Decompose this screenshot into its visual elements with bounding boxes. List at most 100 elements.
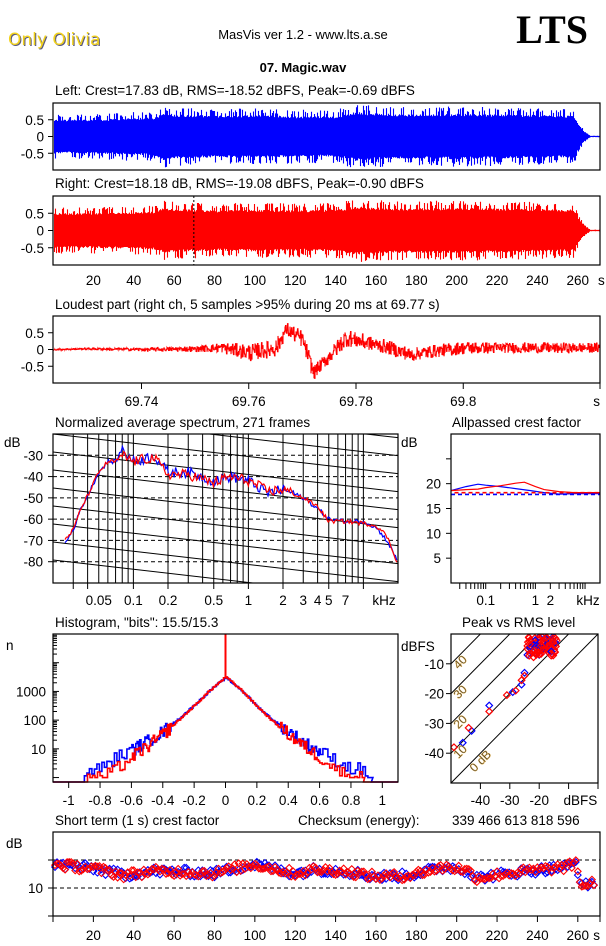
crest-point-right [472, 877, 481, 887]
crest-ytick-label: 10 [28, 881, 43, 896]
crest-diagonal-label: 40 [451, 652, 471, 672]
crest-point-right [341, 870, 350, 879]
crest-point-right [347, 864, 356, 874]
waveform-xtick-label: 200 [445, 273, 468, 288]
crest-ylabel: dB [6, 836, 23, 851]
crest-point-right [129, 866, 138, 875]
crest-point-right [97, 869, 106, 878]
histogram-xtick-label: -0.8 [88, 793, 111, 808]
crest-point-right [274, 868, 284, 877]
right-waveform-signal [53, 200, 601, 262]
crest-point-right [513, 868, 522, 877]
allpassed-ytick-label: 5 [433, 551, 441, 566]
spectrum-slope-line [53, 541, 398, 583]
waveform-xtick-label: 120 [284, 273, 307, 288]
right-waveform-ytick-label: -0.5 [21, 241, 44, 256]
crest-point-right [436, 860, 445, 870]
crest-point-right [541, 861, 550, 871]
waveform-xtick-label: 180 [405, 273, 428, 288]
peak-rms-xtick-label: -40 [471, 793, 491, 808]
spectrum-xtick-label: kHz [372, 593, 395, 608]
crest-point-left [412, 871, 421, 880]
crest-point-right [454, 861, 463, 870]
loudest-ytick-label: 0.5 [25, 326, 44, 341]
spectrum-xtick-label: 5 [325, 593, 333, 608]
crest-xtick-label: 100 [244, 928, 267, 943]
crest-point-right [198, 867, 207, 876]
spectrum-xtick-label: 0.1 [124, 593, 143, 608]
crest-point-right [398, 876, 407, 885]
waveform-xtick-label: 160 [365, 273, 388, 288]
peak-rms-cluster-point [549, 651, 558, 660]
spectrum-slope-line [53, 505, 398, 547]
spectrum-slope-line [205, 434, 398, 457]
checksum-label: Checksum (energy): [298, 813, 420, 828]
crest-point-right [537, 863, 546, 872]
crest-point-right [583, 881, 592, 891]
peak-rms-cluster-point [548, 634, 558, 643]
crest-xtick-label: 40 [126, 928, 141, 943]
crest-point-left [533, 868, 542, 877]
loudest-xtick-label: 69.74 [125, 394, 159, 409]
crest-point-right [272, 865, 282, 874]
crest-point-right [392, 872, 401, 882]
peak-rms-point-right [511, 686, 520, 695]
crest-point-right [115, 868, 124, 877]
app-title: MasVis ver 1.2 - www.lts.a.se [218, 27, 388, 42]
crest-point-right [161, 869, 171, 878]
crest-point-right [125, 871, 134, 880]
crest-point-right [319, 865, 328, 874]
file-name: 07. Magic.wav [259, 60, 347, 75]
peak-rms-ytick-label: -30 [424, 716, 444, 731]
allpassed-ytick-label: 15 [426, 502, 441, 517]
crest-point-right [230, 860, 239, 869]
waveform-xtick-label: 240 [526, 273, 549, 288]
crest-point-right [521, 868, 530, 877]
crest-diagonal-label: 30 [451, 682, 471, 702]
crest-point-right [65, 857, 74, 867]
crest-series-right [50, 856, 599, 891]
crest-point-right [492, 867, 502, 876]
waveform-xtick-label: 100 [244, 273, 267, 288]
loudest-xtick-label: 69.76 [232, 394, 266, 409]
allpassed-xtick-label: 1 [532, 593, 540, 608]
crest-point-left [585, 878, 594, 887]
crest-point-right [208, 873, 217, 882]
crest-point-right [359, 867, 368, 876]
crest-diagonal [451, 634, 511, 694]
crest-point-right [127, 866, 136, 875]
peak-rms-cluster-point [542, 634, 551, 643]
waveform-xtick-label: 140 [324, 273, 347, 288]
loudest-part-title: Loudest part (right ch, 5 samples >95% d… [55, 297, 440, 312]
crest-point-right [220, 866, 229, 875]
crest-point-right [462, 864, 471, 873]
left-waveform-ytick-label: 0.5 [25, 113, 44, 128]
crest-point-right [343, 868, 352, 877]
crest-point-right [93, 862, 102, 871]
histogram-series-left [53, 677, 398, 783]
loudest-xtick-label: 69.8 [450, 394, 476, 409]
crest-point-right [226, 865, 235, 874]
crest-point-left [212, 864, 221, 873]
checksum-value: 339 466 613 818 596 [452, 813, 580, 828]
crest-point-right [573, 867, 582, 876]
peak-rms-point-left [458, 738, 467, 747]
crest-point-right [571, 856, 580, 865]
crest-xtick-label: 60 [167, 928, 182, 943]
peak-rms-cluster-point [530, 646, 539, 655]
crest-point-right [266, 867, 276, 876]
spectrum-grid [53, 434, 398, 583]
crest-point-right [527, 865, 536, 874]
crest-diagonal [451, 634, 598, 783]
crest-point-right [133, 868, 142, 877]
crest-point-right [337, 867, 346, 876]
peak-rms-diagonals [451, 634, 598, 783]
left-waveform-title: Left: Crest=17.83 dB, RMS=-18.52 dBFS, P… [55, 83, 415, 98]
crest-point-right [422, 865, 431, 874]
loudest-ytick-label: 0 [36, 343, 44, 358]
left-waveform-ytick-label: -0.5 [21, 146, 44, 161]
crest-point-right [557, 860, 566, 869]
spectrum-slope-line [53, 523, 398, 565]
crest-point-left [505, 868, 514, 877]
